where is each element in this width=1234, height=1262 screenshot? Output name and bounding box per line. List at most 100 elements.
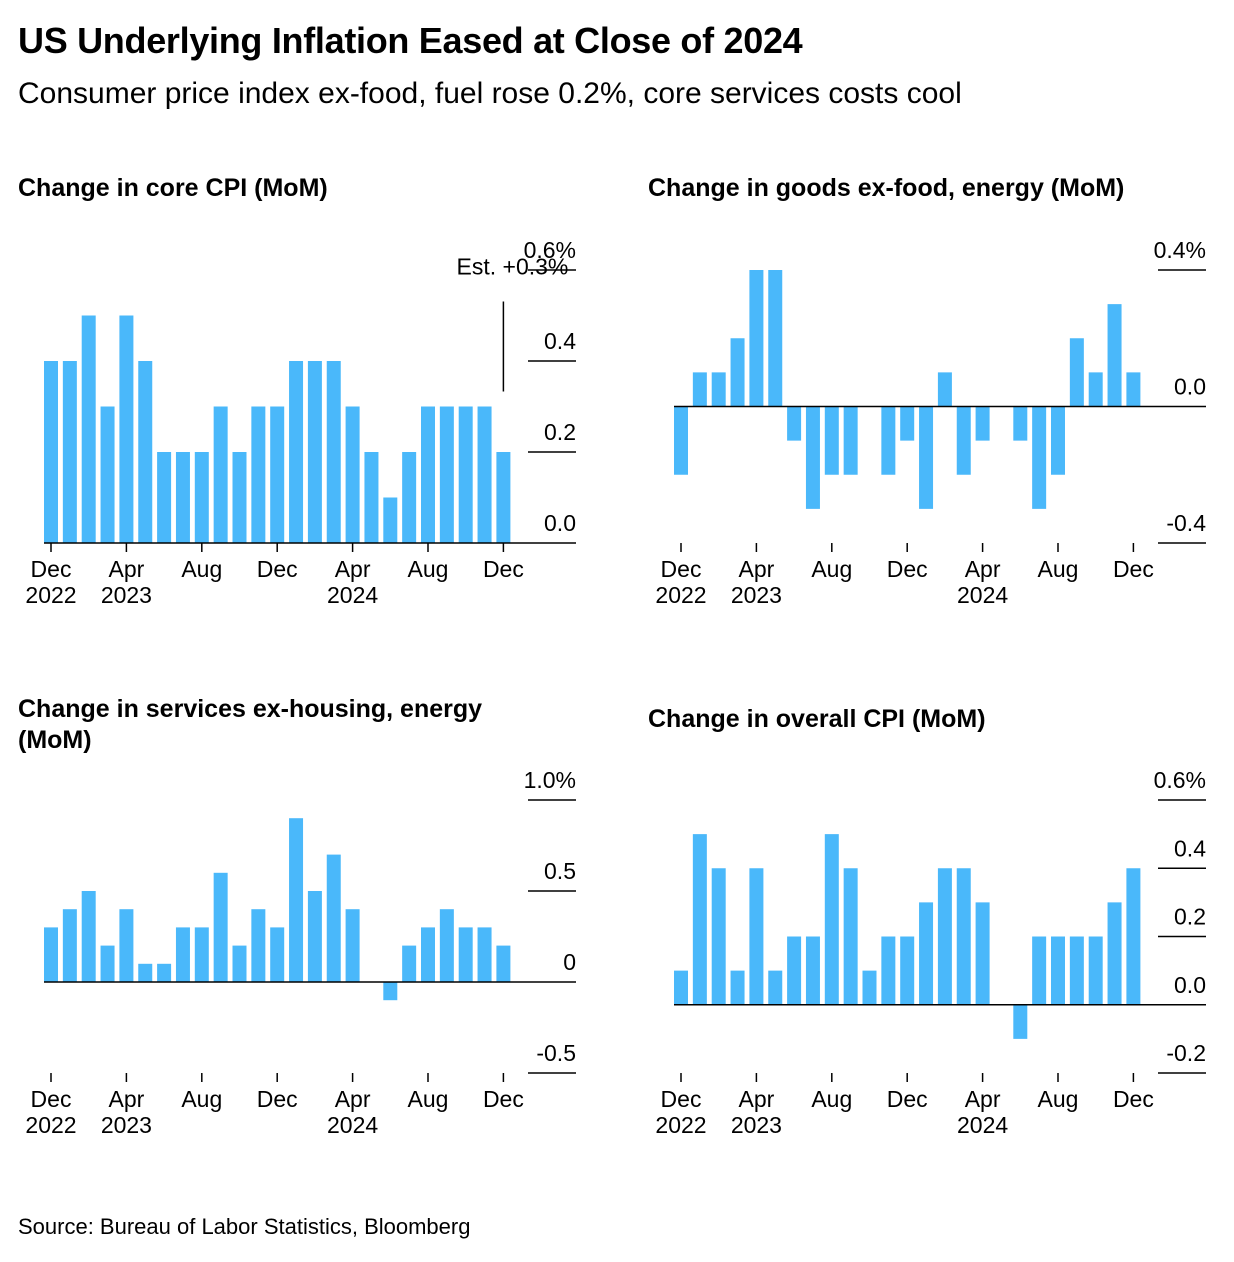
bar — [749, 868, 764, 1005]
y-tick-label: 0.4% — [1154, 237, 1206, 263]
bar — [768, 270, 783, 407]
bar — [749, 270, 764, 407]
bar — [175, 452, 190, 543]
bar — [194, 927, 209, 982]
panel-title-goods: Change in goods ex-food, energy (MoM) — [648, 174, 1125, 202]
x-tick-label: 2023 — [731, 1112, 782, 1138]
bar — [270, 406, 285, 543]
y-tick-label: 0 — [563, 949, 576, 975]
bar — [232, 945, 247, 982]
bar — [421, 927, 435, 982]
y-tick-label: 1.0% — [524, 767, 576, 793]
x-tick-label: Apr — [739, 556, 775, 582]
x-tick-label: Dec — [483, 1086, 524, 1112]
y-tick-label: 0.4 — [544, 328, 576, 354]
bar — [402, 452, 417, 543]
y-tick-label: -0.4 — [1166, 510, 1206, 536]
source-note: Source: Bureau of Labor Statistics, Bloo… — [18, 1214, 471, 1239]
bar — [270, 927, 285, 982]
y-tick-label: 0.6% — [524, 237, 576, 263]
x-tick-label: 2023 — [101, 582, 152, 608]
bar — [881, 406, 896, 475]
panel-title-services: Change in services ex-housing, energy (M… — [18, 695, 483, 754]
bar — [1126, 372, 1141, 407]
bar — [692, 372, 707, 407]
bar — [1013, 406, 1028, 441]
bar — [119, 315, 134, 543]
bar — [307, 891, 322, 982]
bar — [937, 372, 952, 407]
bar — [674, 406, 688, 475]
bar — [421, 406, 435, 543]
panel-title-overall-cpi: Change in overall CPI (MoM) — [648, 705, 986, 733]
bar — [383, 497, 398, 543]
bar — [157, 452, 172, 543]
bar — [1088, 372, 1103, 407]
bar — [439, 406, 454, 543]
x-tick-label: Dec — [31, 1086, 72, 1112]
x-tick-label: Dec — [887, 556, 928, 582]
bar — [251, 406, 266, 543]
bar — [175, 927, 190, 982]
bar — [100, 406, 115, 543]
x-tick-label: Aug — [181, 556, 222, 582]
bar — [711, 372, 726, 407]
x-tick-label: Aug — [811, 556, 852, 582]
bar — [1051, 936, 1065, 1005]
bar — [692, 834, 707, 1005]
x-tick-label: Aug — [408, 556, 449, 582]
bar — [458, 927, 473, 982]
bar — [1032, 406, 1047, 509]
y-tick-label: 0.6% — [1154, 767, 1206, 793]
bar — [81, 315, 96, 543]
x-tick-label: Aug — [408, 1086, 449, 1112]
x-tick-label: Apr — [739, 1086, 775, 1112]
bar — [402, 945, 417, 982]
x-tick-label: Dec — [257, 556, 298, 582]
x-tick-label: Dec — [1113, 556, 1154, 582]
bar — [674, 970, 688, 1005]
bar — [232, 452, 247, 543]
bar — [937, 868, 952, 1005]
bar — [251, 909, 266, 982]
bar — [1051, 406, 1065, 475]
bar — [1126, 868, 1141, 1005]
bar — [881, 936, 896, 1005]
bar — [956, 868, 971, 1005]
bar — [730, 970, 745, 1005]
x-tick-label: Dec — [257, 1086, 298, 1112]
bar — [477, 406, 492, 543]
bar — [345, 406, 360, 543]
bar — [44, 361, 58, 543]
bar — [345, 909, 360, 982]
bar — [364, 452, 379, 543]
x-tick-label: 2024 — [957, 1112, 1008, 1138]
bar — [843, 868, 858, 1005]
x-tick-label: Dec — [661, 556, 702, 582]
bar — [81, 891, 96, 982]
bar — [1107, 902, 1122, 1005]
bar — [787, 406, 802, 441]
x-tick-label: 2024 — [957, 582, 1008, 608]
y-tick-label: 0.0 — [1174, 972, 1206, 998]
x-tick-label: Dec — [1113, 1086, 1154, 1112]
bar — [768, 970, 783, 1005]
x-tick-label: Apr — [965, 556, 1001, 582]
y-tick-label: -0.2 — [1166, 1040, 1206, 1066]
bar — [289, 818, 304, 982]
y-tick-label: 0.2 — [1174, 904, 1206, 930]
x-tick-label: Aug — [1038, 1086, 1079, 1112]
bar — [62, 361, 77, 543]
bar — [44, 927, 58, 982]
x-tick-label: Aug — [811, 1086, 852, 1112]
bar — [326, 854, 341, 982]
x-tick-label: Apr — [335, 556, 371, 582]
bar — [458, 406, 473, 543]
bar — [383, 982, 398, 1001]
bar — [1107, 304, 1122, 407]
x-tick-label: Dec — [483, 556, 524, 582]
x-tick-label: 2022 — [655, 582, 706, 608]
page-subtitle: Consumer price index ex-food, fuel rose … — [18, 77, 962, 110]
